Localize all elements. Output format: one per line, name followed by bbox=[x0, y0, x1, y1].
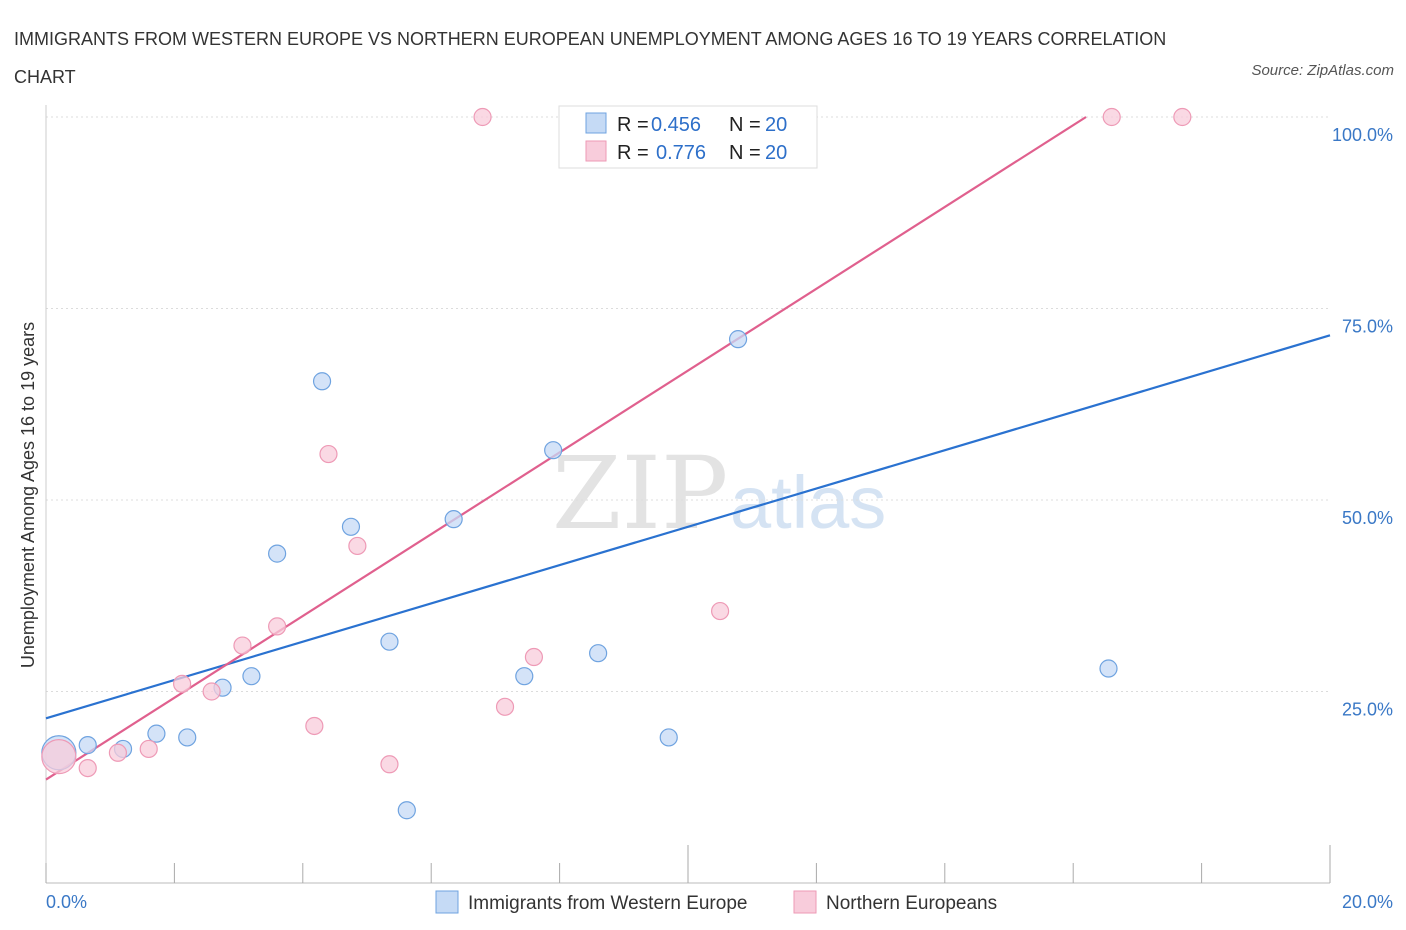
series-legend-swatch-northern-europeans bbox=[793, 890, 817, 914]
trend-line-western-europe bbox=[45, 334, 1331, 720]
legend-n-label-pink: N = bbox=[729, 142, 761, 164]
point-northern-europeans-2 bbox=[108, 743, 128, 762]
stats-legend: R = 0.456 N = 20 R = 0.776 N = 20 bbox=[558, 105, 818, 169]
point-western-europe-8 bbox=[312, 372, 332, 391]
point-northern-europeans-18 bbox=[1102, 107, 1121, 127]
series-legend-label-western-europe: Immigrants from Western Europe bbox=[468, 893, 747, 914]
point-northern-europeans-12 bbox=[473, 107, 492, 127]
point-northern-europeans-17 bbox=[710, 601, 730, 621]
grid-lines bbox=[46, 116, 1330, 692]
point-northern-europeans-13 bbox=[495, 697, 515, 716]
x-tick-labels: 0.0% 20.0% bbox=[46, 892, 1393, 912]
point-western-europe-9 bbox=[341, 517, 361, 536]
point-northern-europeans-3 bbox=[139, 739, 158, 759]
point-western-europe-19 bbox=[1099, 659, 1118, 678]
legend-n-value-pink: 20 bbox=[765, 142, 787, 164]
legend-r-label-blue: R = bbox=[617, 114, 649, 136]
point-western-europe-4 bbox=[178, 728, 197, 747]
watermark-atlas: atlas bbox=[730, 461, 886, 544]
point-western-europe-3 bbox=[147, 724, 166, 743]
point-western-europe-13 bbox=[515, 667, 534, 686]
data-points bbox=[41, 107, 1192, 820]
point-western-europe-11 bbox=[397, 801, 416, 820]
y-tick-label-100: 100.0% bbox=[1332, 125, 1393, 145]
trend-lines bbox=[45, 116, 1331, 781]
point-western-europe-14 bbox=[544, 441, 563, 460]
point-western-europe-6 bbox=[242, 667, 261, 686]
trend-line-northern-europeans bbox=[45, 116, 1087, 781]
legend-n-value-blue: 20 bbox=[765, 114, 787, 136]
point-western-europe-16 bbox=[659, 728, 678, 747]
legend-swatch-blue bbox=[585, 112, 607, 134]
point-western-europe-10 bbox=[380, 632, 399, 651]
point-northern-europeans-8 bbox=[305, 716, 324, 736]
x-tick-label-20: 20.0% bbox=[1342, 892, 1393, 912]
legend-r-label-pink: R = bbox=[617, 142, 649, 164]
point-western-europe-1 bbox=[78, 736, 97, 755]
point-northern-europeans-6 bbox=[233, 636, 252, 655]
watermark: ZIP atlas bbox=[552, 435, 886, 552]
legend-r-value-pink: 0.776 bbox=[656, 142, 706, 164]
y-tick-label-25: 25.0% bbox=[1342, 700, 1393, 720]
y-tick-label-75: 75.0% bbox=[1342, 317, 1393, 337]
point-northern-europeans-11 bbox=[380, 755, 399, 774]
series-legend: Immigrants from Western Europe Northern … bbox=[435, 890, 997, 914]
legend-r-value-blue: 0.456 bbox=[651, 114, 701, 136]
point-northern-europeans-9 bbox=[319, 444, 338, 464]
y-tick-labels: 25.0% 50.0% 75.0% 100.0% bbox=[1332, 125, 1393, 720]
y-tick-label-50: 50.0% bbox=[1342, 508, 1393, 528]
point-northern-europeans-0 bbox=[41, 739, 77, 775]
point-northern-europeans-19 bbox=[1173, 107, 1192, 127]
legend-n-label-blue: N = bbox=[729, 114, 761, 136]
series-legend-swatch-western-europe bbox=[435, 890, 459, 914]
watermark-zip: ZIP bbox=[552, 435, 728, 552]
point-western-europe-7 bbox=[268, 544, 287, 563]
series-legend-label-northern-europeans: Northern Europeans bbox=[826, 893, 997, 914]
point-northern-europeans-7 bbox=[268, 617, 287, 636]
point-western-europe-12 bbox=[444, 510, 463, 529]
point-northern-europeans-4 bbox=[173, 674, 192, 693]
point-western-europe-15 bbox=[589, 644, 608, 663]
y-axis-label: Unemployment Among Ages 16 to 19 years bbox=[18, 322, 38, 668]
point-northern-europeans-10 bbox=[348, 536, 367, 556]
point-northern-europeans-1 bbox=[78, 758, 97, 778]
chart-source: Source: ZipAtlas.com bbox=[1251, 62, 1394, 79]
x-tick-label-0: 0.0% bbox=[46, 892, 87, 912]
point-northern-europeans-14 bbox=[524, 647, 544, 667]
point-western-europe-17 bbox=[728, 330, 748, 349]
chart-title: IMMIGRANTS FROM WESTERN EUROPE VS NORTHE… bbox=[14, 29, 1167, 87]
point-northern-europeans-5 bbox=[202, 682, 221, 701]
legend-swatch-pink bbox=[585, 140, 607, 162]
axes bbox=[45, 105, 1331, 884]
